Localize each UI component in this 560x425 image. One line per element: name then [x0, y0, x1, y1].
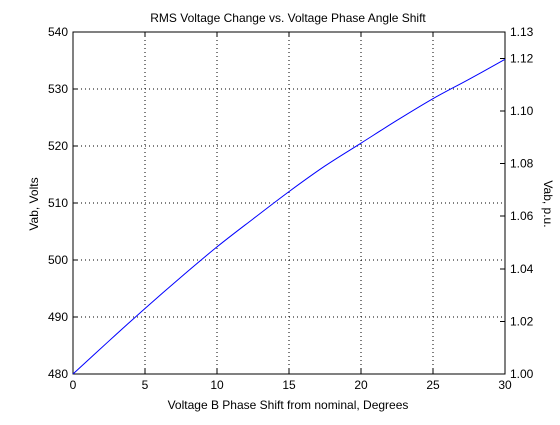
- x-tick-label: 5: [142, 378, 149, 392]
- y-right-tick-label: 1.12: [510, 51, 534, 65]
- plot-area: 0 5 10 15 20 25 304804905005105205305401.001.0…: [48, 25, 534, 392]
- y-right-tick-label: 1.10: [510, 104, 534, 118]
- y-tick-label: 480: [48, 367, 68, 381]
- y-right-tick-label: 1.02: [510, 314, 534, 328]
- y-right-tick-label: 1.08: [510, 157, 534, 171]
- y-tick-label: 540: [48, 25, 68, 39]
- y-right-tick-label: 1.04: [510, 262, 534, 276]
- y-tick-label: 520: [48, 139, 68, 153]
- y-tick-label: 490: [48, 310, 68, 324]
- y-right-tick-label: 1.00: [510, 367, 534, 381]
- y-axis-label-right: Vab, p.u.: [541, 180, 555, 227]
- y-axis-label: Vab, Volts: [27, 177, 41, 230]
- x-tick-label: 0: [70, 378, 77, 392]
- x-tick-label: 25: [426, 378, 440, 392]
- x-tick-label: 20: [354, 378, 368, 392]
- y-right-tick-label: 1.13: [510, 25, 534, 39]
- chart-title: RMS Voltage Change vs. Voltage Phase Ang…: [150, 11, 426, 25]
- x-tick-label: 10: [210, 378, 224, 392]
- x-axis-label: Voltage B Phase Shift from nominal, Degr…: [168, 398, 409, 412]
- y-tick-label: 530: [48, 82, 68, 96]
- x-tick-label: 30: [498, 378, 512, 392]
- series-line: [72, 58, 506, 375]
- y-tick-label: 510: [48, 196, 68, 210]
- y-tick-label: 500: [48, 253, 68, 267]
- x-tick-label: 15: [282, 378, 296, 392]
- y-right-tick-label: 1.06: [510, 209, 534, 223]
